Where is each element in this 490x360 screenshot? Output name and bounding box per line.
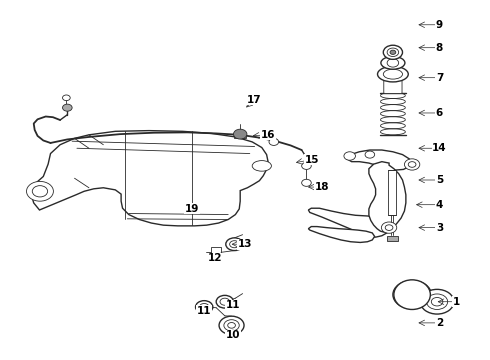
Circle shape: [226, 238, 243, 251]
Text: 16: 16: [261, 130, 275, 140]
Circle shape: [390, 50, 396, 54]
Text: 10: 10: [226, 330, 240, 340]
Circle shape: [32, 186, 48, 197]
Polygon shape: [369, 162, 406, 232]
Circle shape: [216, 295, 233, 308]
Polygon shape: [387, 237, 398, 241]
Polygon shape: [308, 208, 392, 237]
Text: 1: 1: [453, 297, 460, 307]
Circle shape: [220, 298, 230, 305]
Circle shape: [196, 301, 213, 313]
Text: 9: 9: [436, 20, 443, 30]
Circle shape: [408, 162, 416, 167]
Text: 11: 11: [197, 306, 211, 315]
Circle shape: [426, 294, 448, 310]
Circle shape: [302, 179, 311, 186]
Polygon shape: [234, 135, 246, 138]
Text: 4: 4: [436, 200, 443, 210]
Circle shape: [420, 289, 454, 314]
Circle shape: [387, 48, 399, 57]
Text: 19: 19: [185, 204, 199, 214]
Circle shape: [405, 289, 419, 300]
Circle shape: [230, 241, 239, 248]
Circle shape: [387, 59, 399, 67]
FancyBboxPatch shape: [384, 75, 402, 94]
Text: 15: 15: [305, 154, 319, 165]
Circle shape: [381, 222, 397, 233]
Text: 2: 2: [436, 318, 443, 328]
Ellipse shape: [394, 280, 430, 310]
Circle shape: [344, 152, 355, 160]
Circle shape: [233, 129, 247, 139]
Circle shape: [385, 225, 393, 230]
Circle shape: [63, 104, 72, 111]
Text: 3: 3: [436, 222, 443, 233]
Circle shape: [383, 45, 402, 59]
Circle shape: [302, 162, 311, 170]
Circle shape: [199, 303, 209, 311]
Circle shape: [228, 323, 235, 328]
Circle shape: [431, 297, 443, 306]
Circle shape: [393, 280, 431, 309]
Polygon shape: [388, 170, 396, 215]
Text: 17: 17: [247, 95, 262, 104]
Polygon shape: [211, 247, 221, 258]
Circle shape: [224, 320, 239, 331]
Text: 14: 14: [432, 143, 447, 153]
Circle shape: [365, 151, 375, 158]
Ellipse shape: [381, 57, 405, 69]
Ellipse shape: [377, 66, 408, 82]
Circle shape: [399, 285, 425, 305]
Circle shape: [219, 316, 244, 334]
Circle shape: [404, 159, 420, 170]
Text: 13: 13: [238, 239, 252, 249]
Polygon shape: [31, 131, 268, 226]
Text: 7: 7: [436, 73, 443, 83]
Polygon shape: [347, 150, 412, 170]
Ellipse shape: [252, 161, 271, 171]
Circle shape: [269, 138, 279, 145]
Text: 11: 11: [226, 300, 240, 310]
Text: 8: 8: [436, 43, 443, 53]
Text: 5: 5: [436, 175, 443, 185]
Circle shape: [63, 95, 70, 100]
Text: 12: 12: [208, 253, 222, 263]
Polygon shape: [308, 226, 375, 242]
Circle shape: [26, 181, 53, 201]
Ellipse shape: [383, 69, 402, 79]
Text: 18: 18: [315, 182, 329, 192]
Text: 6: 6: [436, 108, 443, 118]
